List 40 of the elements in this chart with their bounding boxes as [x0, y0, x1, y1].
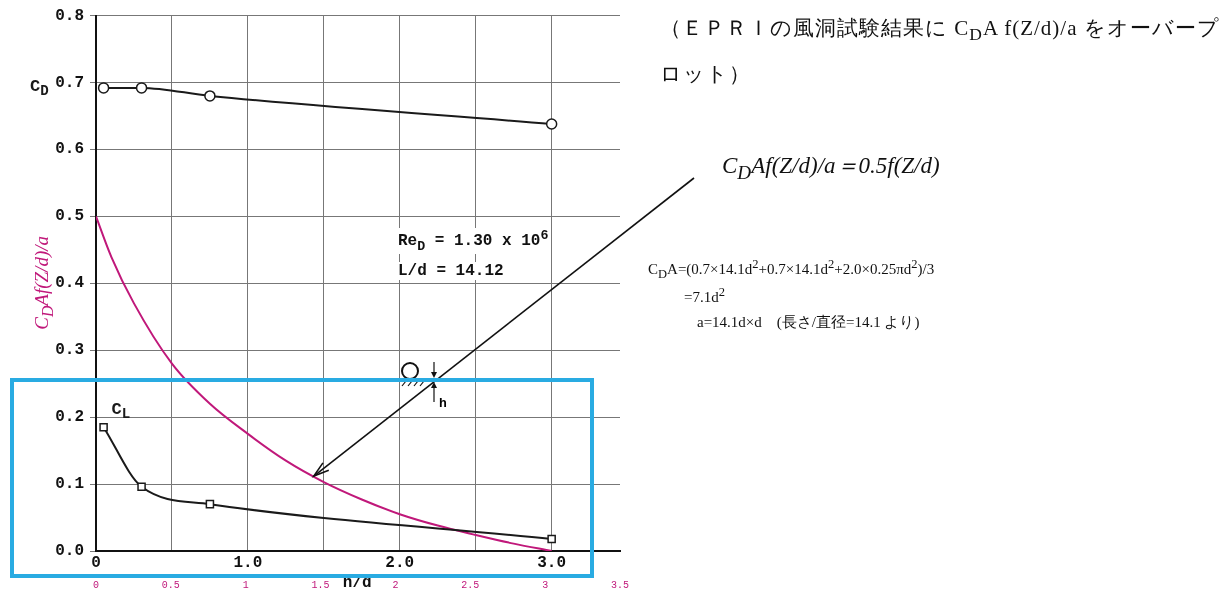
text: =7.1d$^{2}$ [684, 285, 725, 306]
text: C$_{D}$A=(0.7×14.1d$^{2}$+0.7×14.1d$^{2}$+2.0×0.25πd$^{2}$)/3 [648, 257, 935, 281]
text: C$_{D}$Af(Z/d)/a＝0.5f(Z/d) [722, 152, 940, 184]
x2-tick-label: 2.5 [461, 579, 480, 591]
line-series [96, 215, 553, 551]
text: a=14.1d×d (長さ/直径=14.1 より) [697, 313, 920, 332]
x2-tick-label: 2 [392, 579, 399, 591]
y-tick-label: 0.7 [55, 73, 84, 92]
annotation: h [439, 396, 447, 411]
x2-tick-label: 0.5 [161, 579, 180, 591]
point [205, 499, 215, 509]
text: C$_{D}$ [30, 76, 49, 100]
chart-title: （ＥＰＲＩの風洞試験結果に C$_{D}$A f(Z/d)/a をオーバープロット） [660, 16, 1220, 87]
annotation: Re$_{D}$ = 1.30 x 10$^{6}$ [398, 228, 549, 254]
y-tick-label: 0.1 [55, 475, 84, 494]
x2-tick-label: 3 [542, 579, 549, 591]
point [204, 90, 216, 102]
point [135, 82, 148, 94]
y-tick-label: 0.6 [55, 140, 84, 159]
point [99, 422, 108, 432]
point [545, 118, 558, 130]
x-tick-label: 1.0 [233, 553, 263, 572]
x2-tick-label: 3.5 [610, 579, 630, 591]
x2-tick-label: 1 [242, 579, 249, 591]
y-tick-label: 0.3 [55, 341, 84, 360]
x2-tick-label: 1.5 [311, 579, 330, 591]
point [137, 482, 146, 492]
y-tick-label: 0.8 [55, 6, 84, 25]
y-tick-label: 0.2 [55, 408, 84, 427]
x2-tick-label: 0 [92, 579, 100, 591]
y-tick-label: 0.5 [55, 207, 84, 226]
point [97, 82, 110, 94]
annotation: L/d = 14.12 [398, 262, 504, 280]
y-tick-label: 0.0 [55, 542, 84, 561]
point [547, 534, 556, 544]
cylinder-gap-diagram: h [396, 362, 454, 410]
x-tick-label: 2.0 [385, 553, 415, 572]
y-tick-label: 0.4 [55, 274, 85, 293]
x-tick-label: 3.0 [537, 553, 567, 572]
x-tick-label: 0 [91, 553, 101, 572]
